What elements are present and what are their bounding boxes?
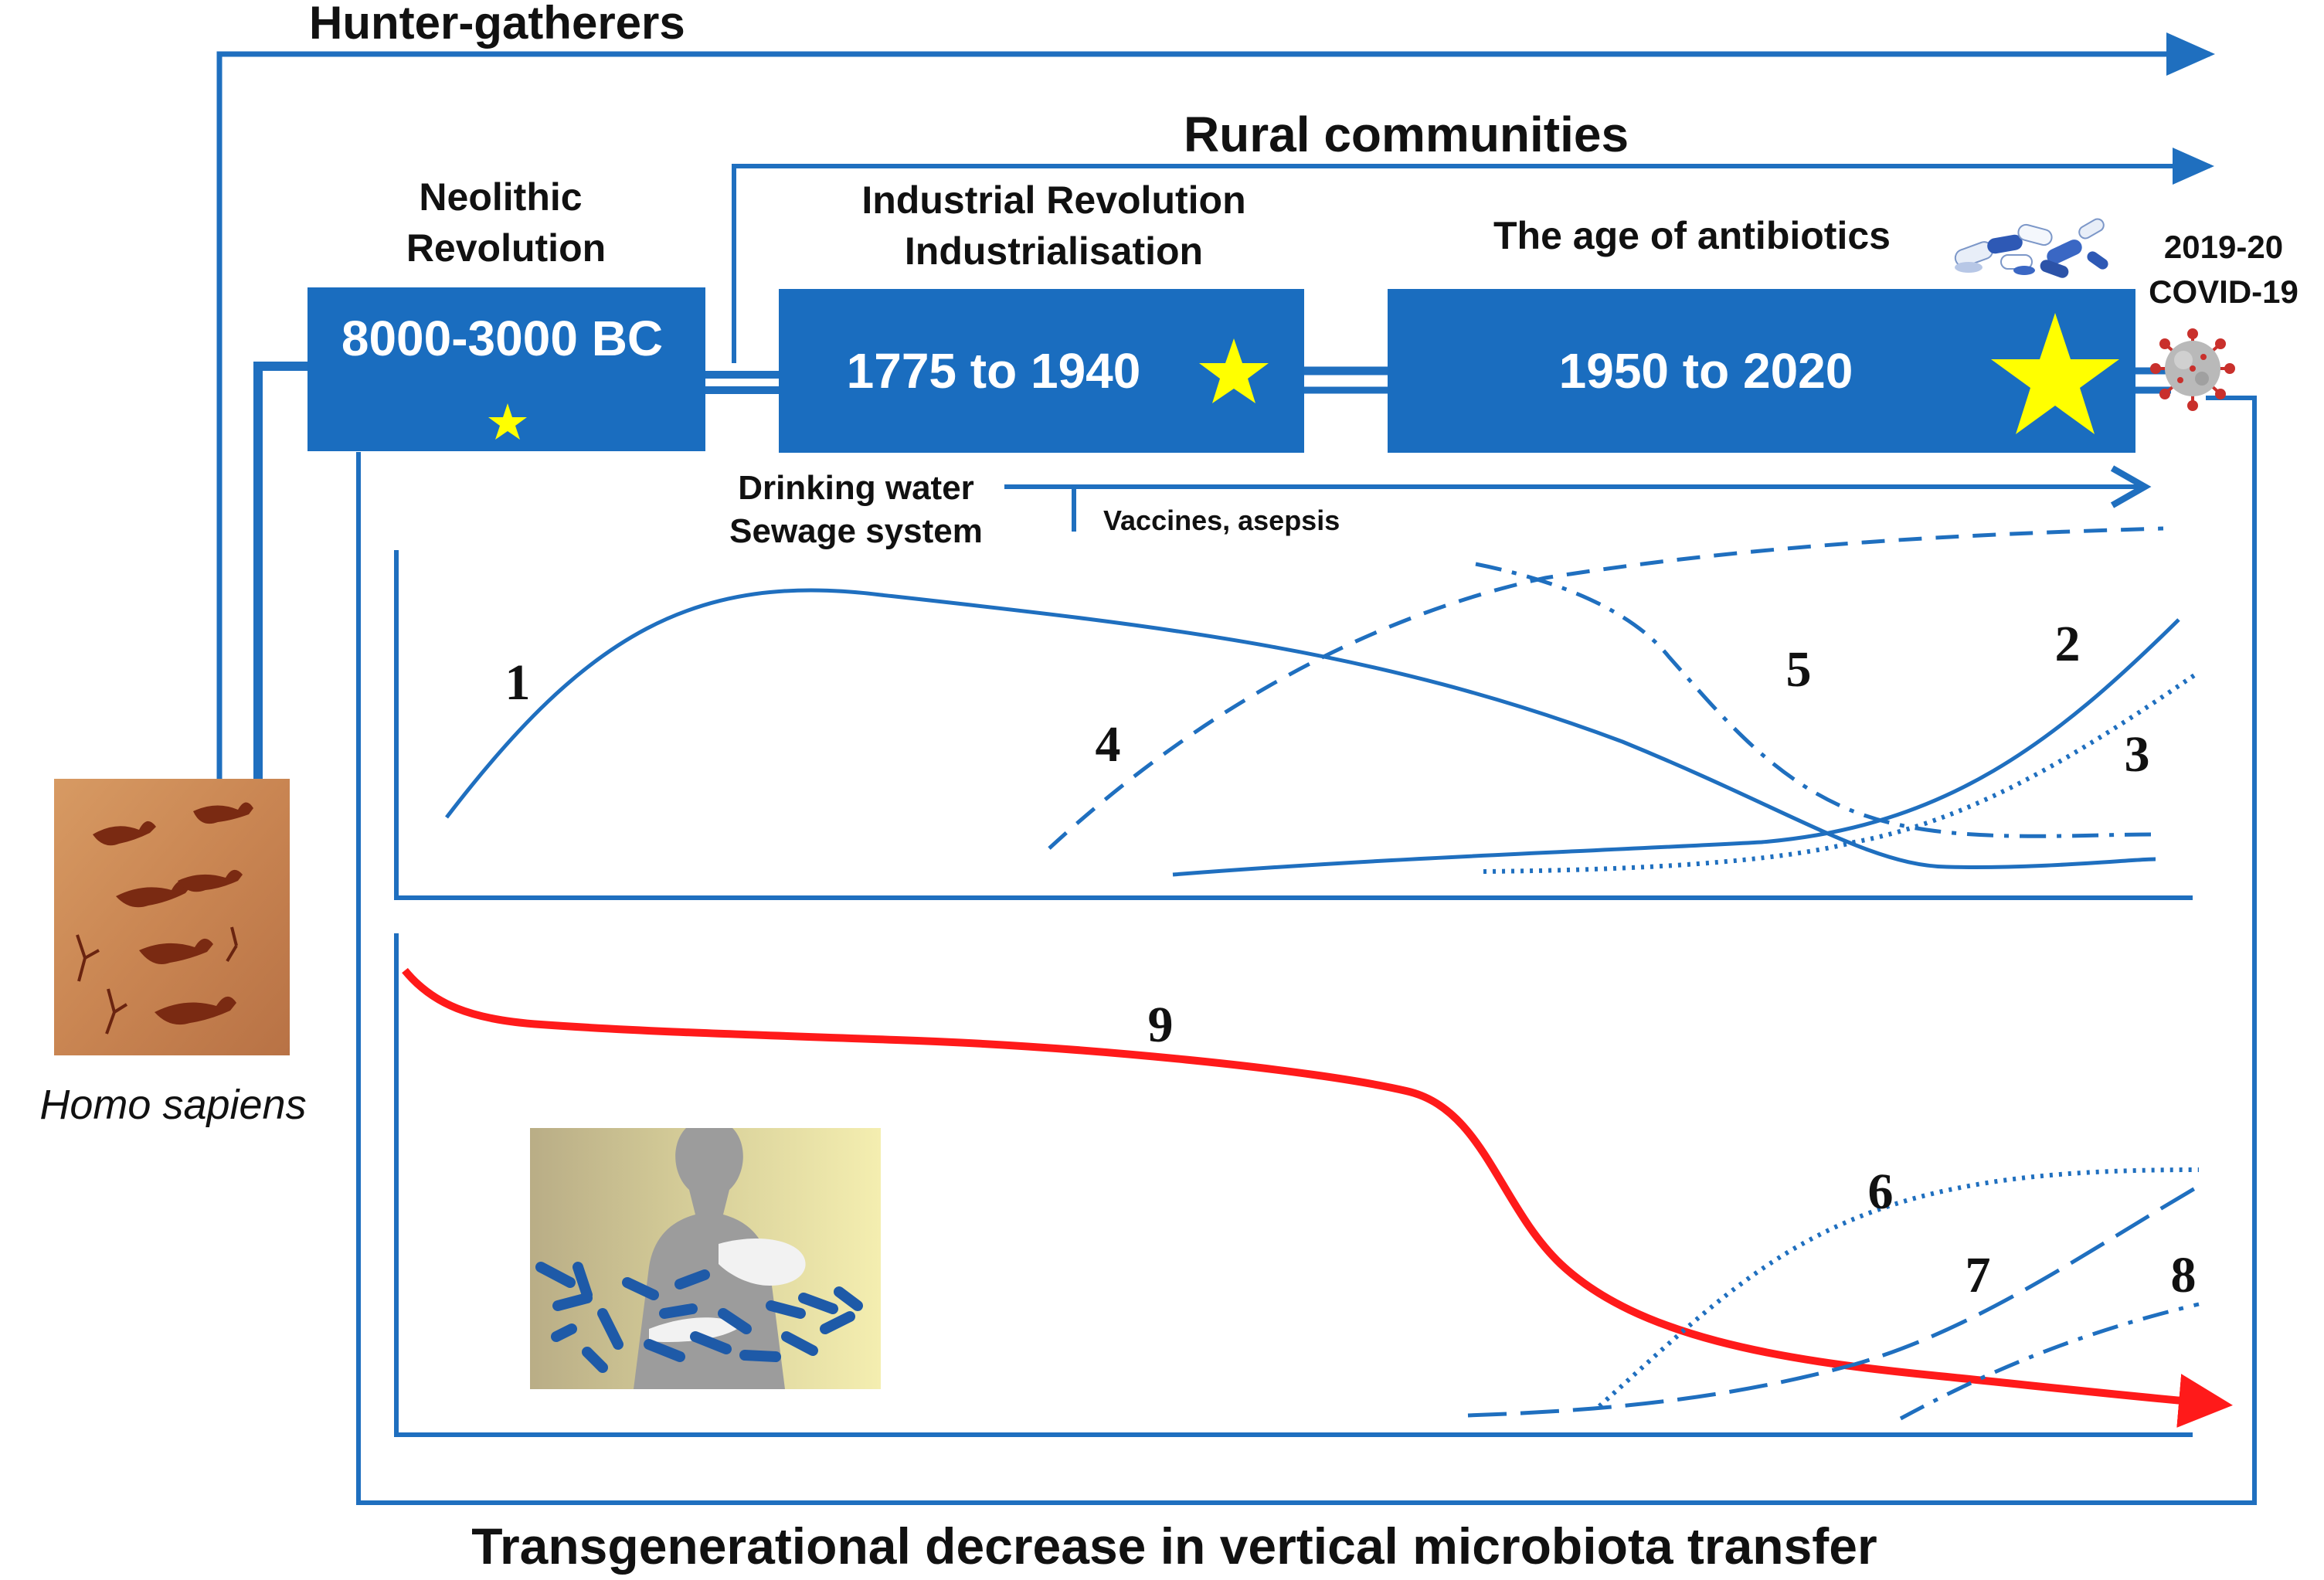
curve-number-8: 8 bbox=[2171, 1247, 2197, 1303]
sewage-system-label: Sewage system bbox=[729, 512, 983, 550]
neolithic-label-line1: Neolithic bbox=[419, 175, 582, 219]
period-box-antibiotics-label: 1950 to 2020 bbox=[1559, 343, 1853, 399]
bottom-title: Transgenerational decrease in vertical m… bbox=[471, 1517, 1877, 1575]
vaccines-asepsis-label: Vaccines, asepsis bbox=[1103, 505, 1340, 536]
curve-5-dashdot bbox=[1475, 562, 2152, 838]
drinking-water-label: Drinking water bbox=[738, 469, 974, 507]
curve-8-dashdot bbox=[1899, 1302, 2200, 1421]
covid-label-line1: 2019-20 bbox=[2164, 229, 2283, 265]
outer-frame-left-bottom bbox=[356, 396, 2257, 1505]
period-box-neolithic: 8000-3000 BC bbox=[307, 287, 705, 451]
hunter-gatherers-label: Hunter-gatherers bbox=[309, 0, 685, 49]
industrial-label-line2: Industrialisation bbox=[905, 229, 1203, 273]
curve-number-7: 7 bbox=[1966, 1247, 1991, 1303]
homo-sapiens-label: Homo sapiens bbox=[39, 1082, 306, 1128]
star-large-icon bbox=[1991, 313, 2119, 434]
period-box-neolithic-label: 8000-3000 BC bbox=[341, 311, 663, 366]
curve-3-dotted bbox=[1483, 670, 2200, 874]
antibiotics-label: The age of antibiotics bbox=[1493, 214, 1891, 257]
coronavirus-icon bbox=[2150, 328, 2235, 411]
rural-communities-arrow bbox=[732, 148, 2214, 363]
curve-number-4: 4 bbox=[1096, 716, 1121, 773]
main-timeline-line bbox=[253, 362, 309, 780]
curve-number-2: 2 bbox=[2055, 616, 2081, 672]
star-small-icon bbox=[488, 403, 527, 440]
curve-7-longdash bbox=[1467, 1183, 2202, 1418]
industrial-label-line1: Industrial Revolution bbox=[861, 178, 1245, 222]
hunter-gatherers-arrow bbox=[216, 32, 2215, 780]
curve-2-solid bbox=[1172, 618, 2180, 877]
mother-infant-microbiota-image bbox=[530, 1128, 881, 1389]
curve-number-6: 6 bbox=[1868, 1164, 1894, 1220]
period-box-industrial: 1775 to 1940 bbox=[779, 289, 1304, 453]
neolithic-label-line2: Revolution bbox=[406, 226, 606, 270]
curve-number-1: 1 bbox=[505, 654, 531, 711]
cave-painting-image bbox=[54, 779, 290, 1055]
curve-4-dashed bbox=[1048, 526, 2164, 850]
period-box-antibiotics: 1950 to 2020 bbox=[1388, 289, 2135, 453]
curve-number-9: 9 bbox=[1148, 997, 1174, 1053]
covid-label-line2: COVID-19 bbox=[2149, 274, 2299, 310]
curve-number-5: 5 bbox=[1786, 641, 1812, 698]
period-box-industrial-label: 1775 to 1940 bbox=[847, 343, 1141, 399]
curve-6-dotted bbox=[1598, 1167, 2200, 1408]
star-medium-icon bbox=[1199, 338, 1269, 403]
lower-panel-axes bbox=[394, 933, 2193, 1437]
upper-panel-axes bbox=[394, 550, 2193, 900]
antibiotic-pills-icon bbox=[1954, 218, 2108, 278]
curve-number-3: 3 bbox=[2125, 726, 2150, 783]
curve-9-red-trend bbox=[402, 967, 2233, 1428]
curve-1-solid bbox=[445, 588, 2156, 869]
rural-communities-label: Rural communities bbox=[1184, 107, 1629, 162]
